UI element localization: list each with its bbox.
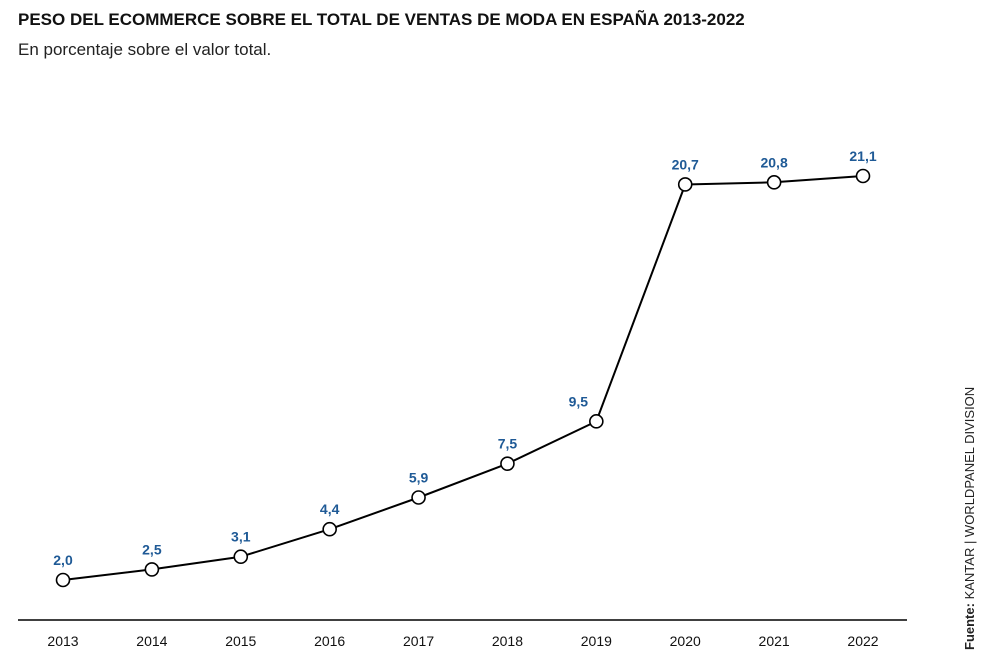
chart-title: PESO DEL ECOMMERCE SOBRE EL TOTAL DE VEN… — [18, 10, 745, 29]
x-tick-label-2019: 2019 — [581, 633, 612, 649]
data-label-2018: 7,5 — [498, 436, 518, 452]
data-point-2021 — [766, 175, 782, 190]
x-tick-label-2017: 2017 — [403, 633, 434, 649]
x-tick-label-2013: 2013 — [47, 633, 78, 649]
source-text: KANTAR | WORLDPANEL DIVISION — [962, 386, 977, 604]
data-label-2021: 20,8 — [760, 154, 787, 170]
chart-subtitle: En porcentaje sobre el valor total. — [18, 40, 272, 59]
data-label-2013: 2,0 — [53, 552, 73, 568]
data-point-2016 — [322, 521, 337, 537]
data-point-2018 — [500, 456, 515, 471]
x-tick-label-2020: 2020 — [670, 633, 701, 649]
x-tick-label-2018: 2018 — [492, 633, 523, 649]
x-tick-label-2021: 2021 — [759, 633, 790, 649]
data-point-2015 — [233, 549, 249, 565]
x-tick-label-2014: 2014 — [136, 633, 167, 649]
x-tick-label-2022: 2022 — [847, 633, 878, 649]
x-tick-labels: 2013 2014 2015 2016 2017 2018 2019 2020 2021 2022 — [47, 633, 878, 649]
data-point-2019 — [589, 414, 604, 429]
source-label: Fuente: — [962, 603, 977, 650]
data-label-2015: 3,1 — [231, 529, 251, 545]
data-label-2016: 4,4 — [320, 501, 340, 517]
data-label-2019: 9,5 — [569, 393, 589, 409]
data-point-2022 — [855, 168, 871, 184]
data-point-2014 — [144, 562, 160, 577]
x-tick-label-2015: 2015 — [225, 633, 256, 649]
series-line-layer — [62, 175, 864, 581]
data-label-2017: 5,9 — [409, 470, 429, 486]
source-note: Fuente: KANTAR | WORLDPANEL DIVISION — [962, 387, 977, 650]
data-point-2013 — [55, 572, 71, 588]
data-points — [55, 168, 871, 588]
data-point-2017 — [411, 490, 426, 505]
data-label-2022: 21,1 — [849, 148, 876, 164]
data-point-2020 — [677, 177, 693, 192]
x-tick-label-2016: 2016 — [314, 633, 345, 649]
data-label-2014: 2,5 — [142, 541, 162, 557]
data-labels: 2,0 2,5 3,1 4,4 5,9 7,5 9,5 20,7 20,8 21,1 — [53, 148, 877, 568]
data-label-2020: 20,7 — [672, 156, 699, 172]
series-line — [62, 175, 864, 581]
